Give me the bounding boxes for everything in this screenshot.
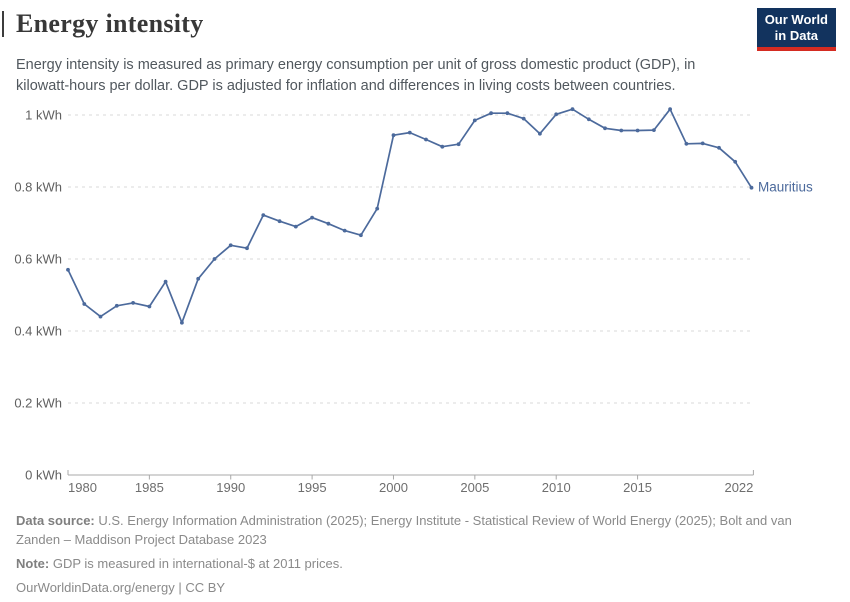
data-point[interactable]	[619, 128, 624, 133]
y-tick-label: 0.4 kWh	[14, 324, 62, 339]
data-point[interactable]	[293, 224, 298, 229]
y-tick-label: 1 kWh	[25, 108, 62, 123]
data-point[interactable]	[456, 142, 461, 147]
data-point[interactable]	[131, 301, 136, 305]
x-tick-label: 2005	[460, 480, 489, 495]
data-point[interactable]	[472, 118, 477, 123]
data-point[interactable]	[359, 233, 363, 238]
data-point[interactable]	[521, 116, 526, 121]
note-rest: GDP is measured in international-$ at 20…	[52, 556, 343, 571]
note-text: Note: GDP is measured in international-$…	[16, 554, 826, 573]
x-tick-label: 1980	[68, 480, 97, 495]
data-point[interactable]	[196, 276, 201, 281]
data-point[interactable]	[749, 185, 754, 190]
data-point[interactable]	[733, 159, 738, 164]
data-point[interactable]	[147, 304, 152, 309]
data-point[interactable]	[440, 144, 445, 149]
data-point[interactable]	[212, 257, 217, 261]
data-source-rest: U.S. Energy Information Administration (…	[98, 513, 792, 528]
subtitle-line-1: Energy intensity is measured as primary …	[16, 57, 696, 73]
x-tick-label: 2010	[542, 480, 571, 495]
data-point[interactable]	[668, 107, 672, 112]
y-tick-label: 0.6 kWh	[14, 252, 62, 267]
x-tick-label: 1985	[135, 480, 164, 495]
data-point[interactable]	[586, 117, 591, 122]
chart-subtitle: Energy intensity is measured as primary …	[16, 55, 695, 97]
data-source-text: Data source: U.S. Energy Information Adm…	[16, 511, 826, 549]
owid-logo-line-1: Our World	[764, 12, 828, 27]
series-line[interactable]	[67, 108, 753, 324]
y-tick-label: 0.2 kWh	[14, 396, 62, 411]
x-tick-label: 2022	[724, 480, 753, 495]
data-point[interactable]	[570, 107, 575, 112]
data-point[interactable]	[717, 145, 721, 150]
data-point[interactable]	[424, 137, 428, 142]
data-source-line2: Zanden – Maddison Project Database 2023	[16, 532, 267, 547]
data-point[interactable]	[489, 111, 493, 116]
data-point[interactable]	[554, 112, 559, 117]
data-point[interactable]	[635, 128, 640, 133]
data-point[interactable]	[228, 243, 233, 248]
data-point[interactable]	[98, 314, 103, 319]
data-point[interactable]	[163, 279, 168, 284]
owid-logo-line-2: in Data	[774, 28, 819, 43]
subtitle-line-2: kilowatt-hours per dollar. GDP is adjust…	[16, 78, 676, 94]
data-point[interactable]	[114, 303, 119, 308]
data-point[interactable]	[538, 131, 542, 136]
data-point[interactable]	[66, 267, 70, 272]
chart-footer: Data source: U.S. Energy Information Adm…	[16, 511, 826, 602]
page-edge-artifact	[2, 11, 4, 37]
data-source-label: Data source:	[16, 513, 95, 528]
data-point[interactable]	[277, 219, 282, 224]
y-tick-label: 0.8 kWh	[14, 180, 62, 195]
entity-label[interactable]: Mauritius	[758, 180, 813, 195]
x-tick-label: 2000	[379, 480, 408, 495]
data-point[interactable]	[700, 141, 705, 146]
data-point[interactable]	[245, 246, 249, 251]
data-point[interactable]	[180, 320, 184, 325]
note-label: Note:	[16, 556, 50, 571]
data-point[interactable]	[603, 126, 607, 131]
license-line[interactable]: OurWorldinData.org/energy | CC BY	[16, 580, 226, 595]
data-point[interactable]	[684, 141, 689, 146]
data-point[interactable]	[342, 228, 347, 233]
data-point[interactable]	[82, 302, 87, 306]
x-tick-label: 1990	[216, 480, 245, 495]
data-point[interactable]	[310, 215, 314, 220]
x-tick-label: 2015	[623, 480, 652, 495]
owid-logo: Our World in Data	[756, 8, 836, 51]
data-point[interactable]	[391, 133, 396, 138]
line-chart-plot[interactable]: 0 kWh 0.2 kWh 0.4 kWh 0.6 kWh 0.8 kWh 1 kWh 19…	[0, 0, 850, 505]
data-point[interactable]	[505, 111, 510, 116]
data-point[interactable]	[652, 128, 656, 133]
data-point[interactable]	[375, 206, 380, 211]
data-point[interactable]	[326, 221, 331, 226]
x-tick-label: 1995	[298, 480, 327, 495]
data-point[interactable]	[407, 130, 412, 135]
page-title: Energy intensity	[16, 9, 204, 38]
data-point[interactable]	[261, 213, 266, 218]
y-tick-label: 0 kWh	[25, 468, 62, 483]
